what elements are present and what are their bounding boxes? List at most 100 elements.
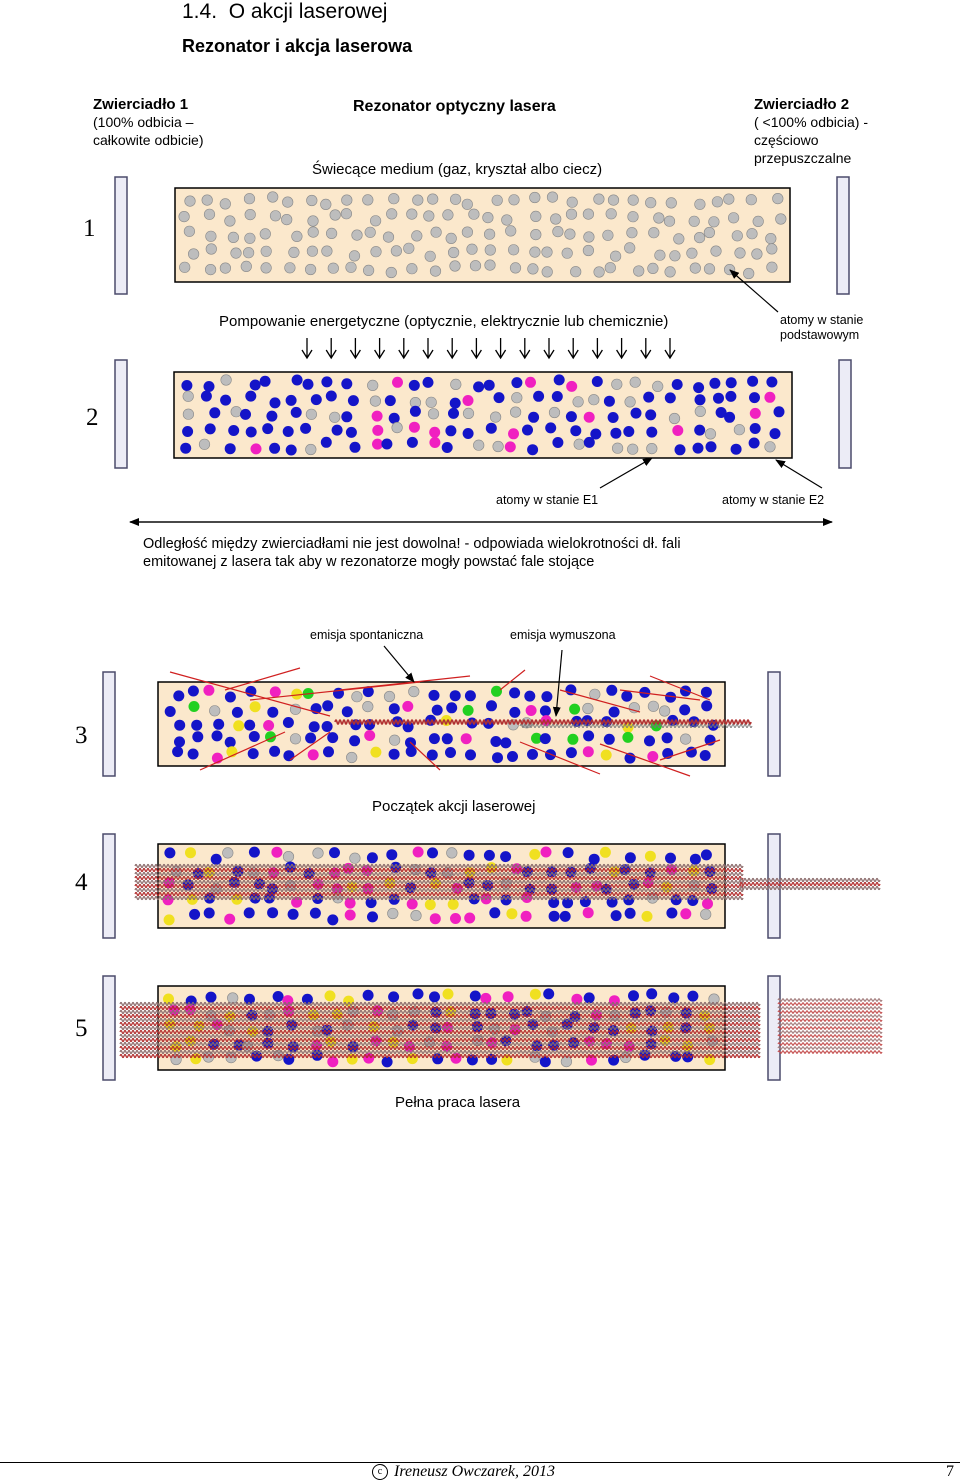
page-number: 7 <box>946 1463 954 1480</box>
atom-e1 <box>182 426 194 437</box>
atom-e1 <box>267 706 279 718</box>
atom-e1 <box>427 847 438 859</box>
photon-rays-stage-4 <box>134 863 881 901</box>
atom-e1 <box>551 391 563 402</box>
atom-ground <box>362 700 374 713</box>
atom-e1 <box>245 685 257 697</box>
mirrors <box>102 176 852 1081</box>
photon-wave <box>777 1014 883 1018</box>
atom-ground <box>307 215 319 227</box>
atom-e1 <box>565 747 577 759</box>
atom-e1 <box>272 991 284 1002</box>
atom-e1 <box>362 686 374 698</box>
atom-ground <box>248 867 260 879</box>
atom-ground <box>627 443 639 455</box>
atom-e1 <box>309 907 321 919</box>
pumping-label: Pompowanie energetyczne (optycznie, elek… <box>219 313 668 330</box>
atom-e1 <box>220 394 232 406</box>
atom-ground <box>259 228 271 240</box>
atom-ground <box>269 210 282 222</box>
spontaneous-ray <box>499 669 526 691</box>
atom-e1 <box>341 378 353 390</box>
atom-e1 <box>524 690 536 702</box>
atom-ground <box>679 733 692 745</box>
atom-e1 <box>562 847 574 859</box>
mirror2-line1: ( <100% odbicia) - <box>754 114 868 130</box>
photon-wave <box>134 867 744 873</box>
atom-e1 <box>290 406 302 418</box>
photon-wave <box>119 1001 761 1007</box>
atom-spontaneous <box>567 733 579 745</box>
atom-ground <box>491 194 503 206</box>
atom-ground <box>382 231 395 243</box>
atom-ground <box>406 208 418 220</box>
atom-ground <box>484 259 496 271</box>
atom-e2 <box>429 426 441 438</box>
atom-e1 <box>522 424 533 436</box>
atom-e1 <box>388 991 400 1003</box>
atom-ground <box>582 244 595 257</box>
atom-e1 <box>191 719 203 731</box>
atom-e1 <box>543 988 555 1000</box>
atom-e2 <box>364 730 376 741</box>
atom-stimulated <box>644 850 656 862</box>
atom-ground <box>449 260 461 272</box>
photon-wave <box>134 879 744 885</box>
photon-wave <box>119 1017 761 1023</box>
atom-e1 <box>245 426 257 438</box>
atom-e1 <box>266 410 278 422</box>
atom-ground <box>633 265 645 277</box>
atom-e1 <box>164 706 176 717</box>
atom-e2 <box>450 913 461 924</box>
atom-e1 <box>500 851 512 863</box>
atom-e1 <box>441 733 453 745</box>
atom-e1 <box>428 689 440 701</box>
atom-ground <box>391 422 403 434</box>
atom-ground <box>425 396 437 408</box>
atom-e1 <box>680 685 691 697</box>
atom-e1 <box>231 706 243 718</box>
atom-ground <box>351 691 363 703</box>
atom-e1 <box>192 868 204 880</box>
atom-e2 <box>441 1040 453 1052</box>
atom-e1 <box>489 907 501 919</box>
spontaneous-ray <box>649 675 711 701</box>
pump-arrow <box>495 338 507 360</box>
atom-e2 <box>269 686 281 698</box>
atom-ground <box>388 193 400 205</box>
atom-e1 <box>345 426 357 438</box>
atom-ground <box>733 424 746 436</box>
atom-ground <box>561 247 573 259</box>
atom-ground <box>745 194 757 206</box>
atom-ground <box>446 847 458 859</box>
atom-ground <box>664 266 676 278</box>
atom-ground <box>511 392 523 404</box>
mirror1-title: Zwierciadło 1 <box>93 96 188 113</box>
atom-ground <box>424 250 436 262</box>
atom-e1 <box>347 395 359 407</box>
atom-ground <box>751 248 763 260</box>
pumping-arrows <box>301 338 676 360</box>
atom-e2 <box>540 846 552 858</box>
atom-ground <box>320 198 332 210</box>
atom-e1 <box>381 438 393 450</box>
atom-e1 <box>679 704 691 716</box>
atom-ground <box>627 211 639 223</box>
ground-atoms-line2: podstawowym <box>780 328 859 342</box>
spontaneous-ray <box>224 667 301 691</box>
atom-e1 <box>388 703 400 715</box>
atom-e1 <box>725 377 737 389</box>
atom-e2 <box>429 913 441 925</box>
atom-e1 <box>409 405 421 417</box>
atom-ground <box>473 439 485 451</box>
medium-box-1 <box>174 187 791 283</box>
atom-e1 <box>269 397 281 409</box>
atom-ground <box>766 243 778 255</box>
atom-ground <box>647 700 660 712</box>
atom-ground <box>291 230 303 242</box>
atom-e1 <box>448 407 459 419</box>
atom-stimulated <box>442 988 454 1000</box>
atom-e1 <box>643 391 655 403</box>
atom-e1 <box>259 375 271 387</box>
atom-e1 <box>565 411 577 423</box>
